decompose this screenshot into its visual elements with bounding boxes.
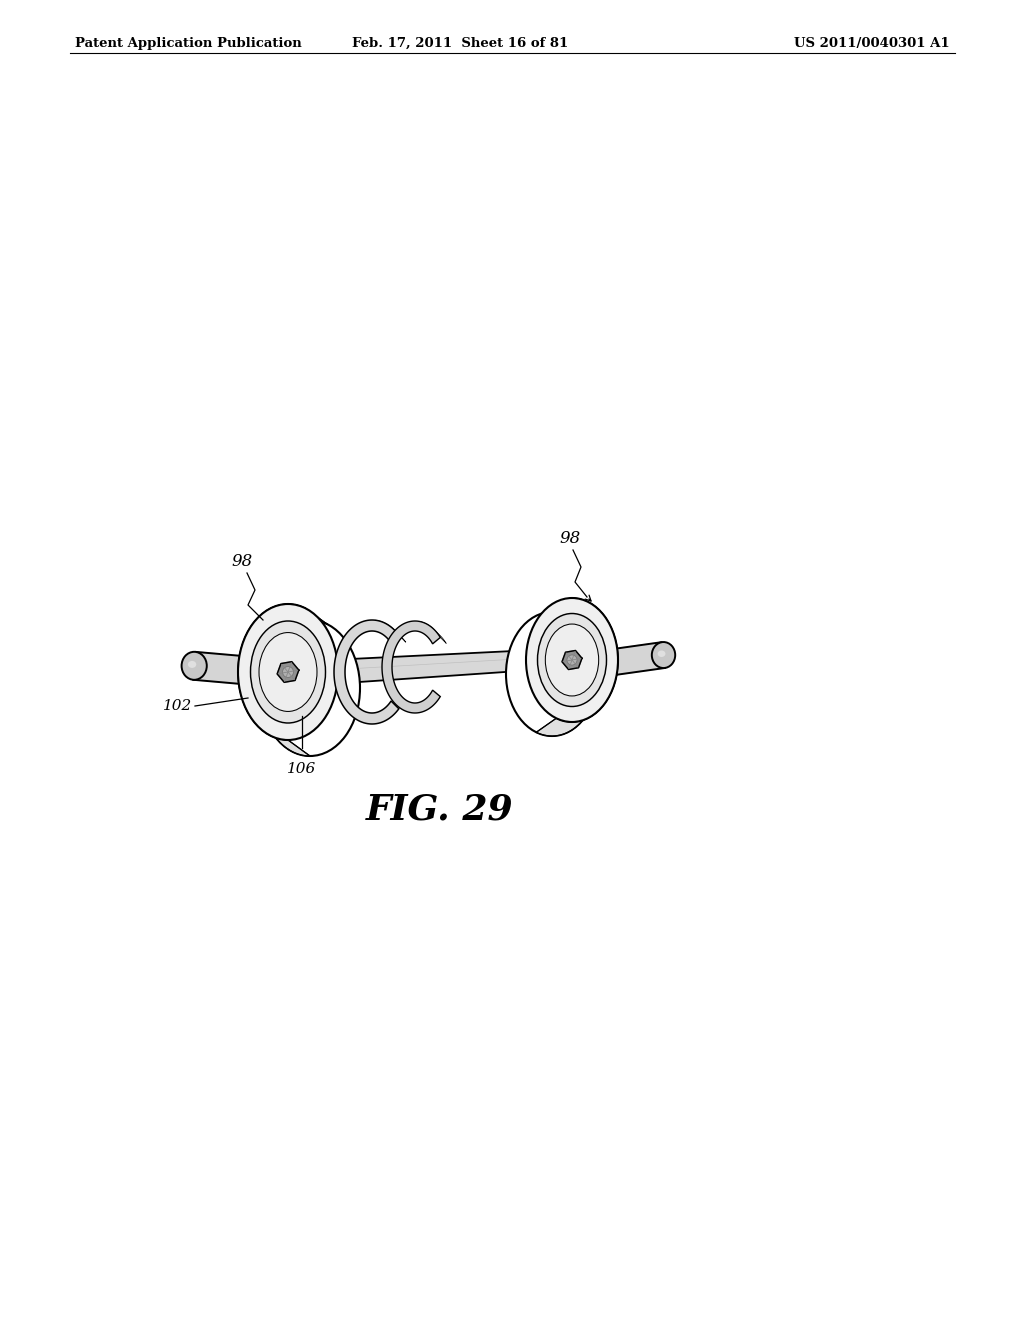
Text: 102: 102 <box>163 700 193 713</box>
Ellipse shape <box>538 614 606 706</box>
Text: US 2011/0040301 A1: US 2011/0040301 A1 <box>795 37 950 50</box>
Ellipse shape <box>251 620 326 723</box>
Polygon shape <box>278 661 299 682</box>
Circle shape <box>567 655 578 665</box>
Ellipse shape <box>187 661 197 668</box>
Polygon shape <box>562 651 582 669</box>
Text: 98: 98 <box>231 553 253 570</box>
Text: Patent Application Publication: Patent Application Publication <box>75 37 302 50</box>
Polygon shape <box>382 620 440 713</box>
Circle shape <box>283 667 294 677</box>
Text: 106: 106 <box>288 762 316 776</box>
Ellipse shape <box>652 642 675 668</box>
Text: 98: 98 <box>559 531 581 546</box>
Ellipse shape <box>259 632 317 711</box>
Ellipse shape <box>506 612 598 737</box>
Ellipse shape <box>526 598 618 722</box>
Ellipse shape <box>657 651 666 657</box>
Ellipse shape <box>260 620 360 756</box>
Polygon shape <box>376 620 406 643</box>
Polygon shape <box>330 649 534 684</box>
Ellipse shape <box>181 652 207 680</box>
Polygon shape <box>537 598 617 737</box>
Text: FIG. 29: FIG. 29 <box>367 793 514 828</box>
Polygon shape <box>193 652 244 684</box>
Polygon shape <box>334 620 399 723</box>
Polygon shape <box>238 605 327 756</box>
Polygon shape <box>612 642 666 675</box>
Ellipse shape <box>546 624 599 696</box>
Polygon shape <box>421 622 446 643</box>
Ellipse shape <box>238 605 338 741</box>
Text: Feb. 17, 2011  Sheet 16 of 81: Feb. 17, 2011 Sheet 16 of 81 <box>352 37 568 50</box>
